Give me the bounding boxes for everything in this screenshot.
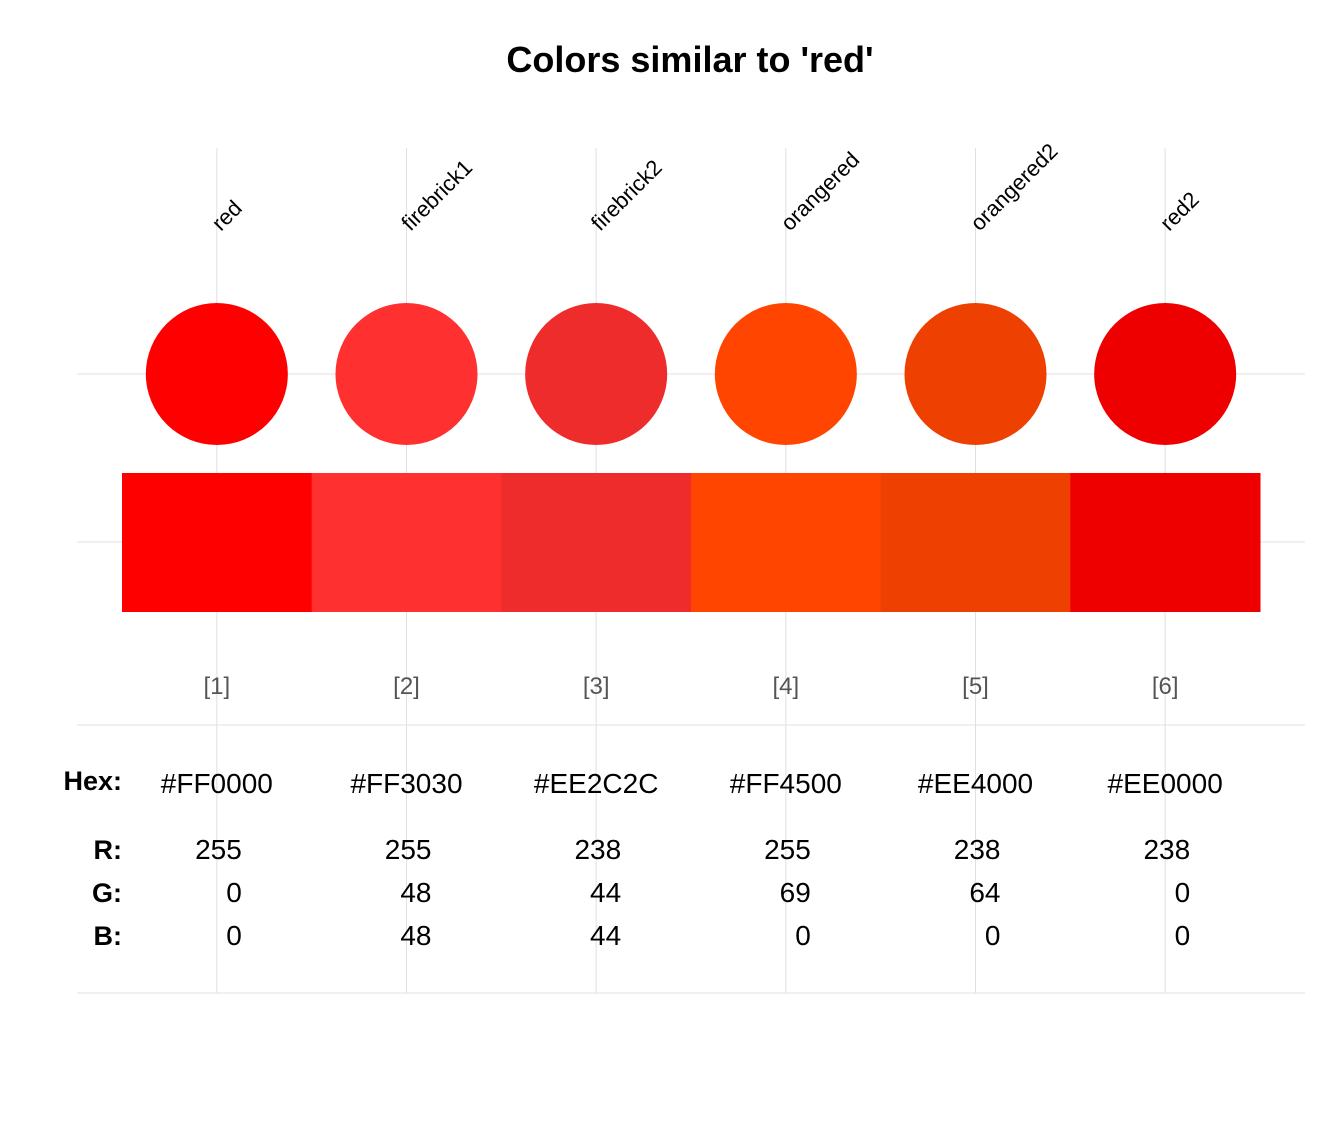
value-table: #FF0000 255 0 0 #FF3030 255 48 48 #EE2C2C 238 44 44… [161, 768, 1223, 951]
r-row-label: R: [94, 835, 123, 865]
color-circle-firebrick2 [525, 303, 668, 445]
hex-value: #EE0000 [1108, 768, 1223, 799]
color-swatch-red2 [1070, 473, 1261, 612]
color-circle-red2 [1094, 303, 1237, 445]
hex-value: #FF4500 [730, 768, 842, 799]
color-name-label: red [207, 195, 247, 235]
b-value: 0 [985, 920, 1001, 951]
g-value: 69 [780, 877, 811, 908]
b-row-label: B: [94, 921, 123, 951]
row-labels: Hex: R: G: B: [63, 766, 122, 951]
index-label: [2] [393, 673, 420, 700]
r-value: 238 [954, 834, 1001, 865]
g-value: 48 [400, 877, 431, 908]
index-label: [4] [772, 673, 799, 700]
r-value: 255 [385, 834, 432, 865]
r-value: 255 [764, 834, 811, 865]
hex-value: #FF3030 [350, 768, 462, 799]
color-circle-red [145, 303, 288, 445]
index-label: [3] [583, 673, 610, 700]
hex-value: #FF0000 [161, 768, 273, 799]
g-value: 0 [1175, 877, 1191, 908]
b-value: 44 [590, 920, 621, 951]
index-label: [1] [203, 673, 230, 700]
b-value: 0 [795, 920, 811, 951]
color-name-label: firebrick1 [396, 155, 477, 236]
b-value: 0 [1175, 920, 1191, 951]
swatch-strip [122, 473, 1261, 612]
g-value: 0 [226, 877, 242, 908]
color-swatch-firebrick1 [311, 473, 502, 612]
r-value: 238 [1143, 834, 1190, 865]
chart-title: Colors similar to 'red' [506, 39, 873, 80]
color-swatch-orangered2 [880, 473, 1071, 612]
g-value: 44 [590, 877, 621, 908]
index-labels: [1] [2] [3] [4] [5] [6] [203, 673, 1178, 700]
hex-row-label: Hex: [63, 766, 122, 796]
index-label: [6] [1152, 673, 1179, 700]
hex-value: #EE2C2C [534, 768, 659, 799]
color-name-label: orangered2 [965, 138, 1062, 235]
hex-value: #EE4000 [918, 768, 1033, 799]
color-name-label: firebrick2 [586, 155, 667, 236]
color-swatch-red [122, 473, 313, 612]
color-name-labels: red firebrick1 firebrick2 orangered orangere… [207, 138, 1204, 235]
color-name-label: red2 [1155, 187, 1204, 236]
index-label: [5] [962, 673, 989, 700]
circle-row [145, 303, 1237, 445]
b-value: 0 [226, 920, 242, 951]
g-value: 64 [969, 877, 1000, 908]
color-swatch-firebrick2 [501, 473, 692, 612]
color-swatch-orangered [691, 473, 882, 612]
r-value: 255 [195, 834, 242, 865]
color-circle-orangered2 [904, 303, 1047, 445]
g-row-label: G: [92, 878, 122, 908]
color-circle-firebrick1 [335, 303, 478, 445]
r-value: 238 [574, 834, 621, 865]
color-name-label: orangered [776, 147, 865, 236]
color-circle-orangered [714, 303, 857, 445]
b-value: 48 [400, 920, 431, 951]
